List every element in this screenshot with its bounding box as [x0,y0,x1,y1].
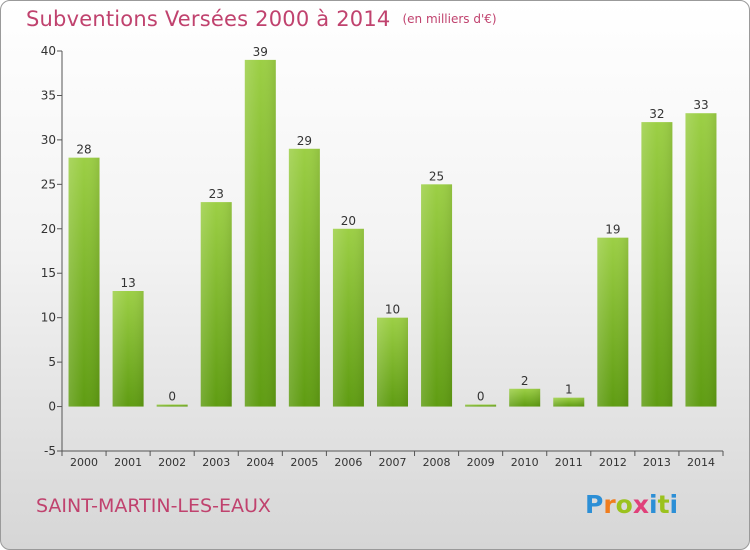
bar-highlight [332,228,364,407]
chart-title: Subventions Versées 2000 à 2014 [26,7,391,31]
x-tick-label: 2005 [290,456,318,469]
x-tick-label: 2007 [379,456,407,469]
data-label: 28 [76,143,91,157]
data-label: 1 [565,383,573,397]
x-tick-label: 2008 [423,456,451,469]
bar-highlight [200,202,232,407]
y-tick-label: 10 [41,311,56,325]
logo-letter: x [632,490,649,519]
y-tick-label: 15 [41,266,56,280]
bar-highlight [685,113,717,407]
bar-highlight [421,184,453,407]
bar-highlight [597,237,629,407]
data-label: 2 [521,374,529,388]
x-tick-label: 2004 [246,456,274,469]
y-tick-label: 0 [48,400,56,414]
bar-highlight [288,148,320,407]
logo-letter: r [603,490,616,519]
y-tick-label: -5 [44,444,56,458]
logo-letter: t [657,490,670,519]
data-label: 32 [649,107,664,121]
bar-highlight [553,397,585,407]
bar-highlight [377,317,408,407]
bar-highlight [244,59,276,407]
x-tick-label: 2000 [70,456,98,469]
title-row: Subventions Versées 2000 à 2014 (en milli… [26,7,497,31]
data-label: 39 [253,45,268,59]
data-label: 23 [209,187,224,201]
x-tick-label: 2001 [114,456,142,469]
logo-letter: o [615,490,633,519]
proxiti-logo: Proxiti [585,490,678,519]
bar-highlight [465,404,497,407]
y-tick-label: 5 [48,355,56,369]
data-label: 29 [297,134,312,148]
x-tick-label: 2009 [467,456,495,469]
x-tick-label: 2006 [334,456,362,469]
data-label: 19 [605,223,620,237]
data-label: 25 [429,169,444,183]
x-tick-label: 2014 [687,456,715,469]
bar-highlight [112,291,144,407]
y-tick-label: 35 [41,88,56,102]
y-tick-label: 40 [41,44,56,58]
x-tick-label: 2013 [643,456,671,469]
data-label: 0 [477,390,485,404]
data-label: 10 [385,303,400,317]
x-tick-label: 2003 [202,456,230,469]
data-label: 33 [693,98,708,112]
commune-name: SAINT-MARTIN-LES-EAUX [36,495,271,517]
y-tick-label: 30 [41,133,56,147]
bar-highlight [509,388,541,407]
x-tick-label: 2010 [511,456,539,469]
x-tick-label: 2012 [599,456,627,469]
bar-highlight [68,157,100,407]
y-tick-label: 25 [41,177,56,191]
bar-highlight [641,122,673,407]
chart-unit-note: (en milliers d'€) [402,12,497,26]
bar-highlight [156,404,188,407]
data-label: 20 [341,214,356,228]
logo-letter: P [585,490,604,519]
y-tick-label: 20 [41,222,56,236]
x-tick-label: 2011 [555,456,583,469]
data-label: 0 [168,390,176,404]
x-tick-label: 2002 [158,456,186,469]
logo-letter: i [649,490,658,519]
logo-letter: i [669,490,679,519]
data-label: 13 [120,276,135,290]
